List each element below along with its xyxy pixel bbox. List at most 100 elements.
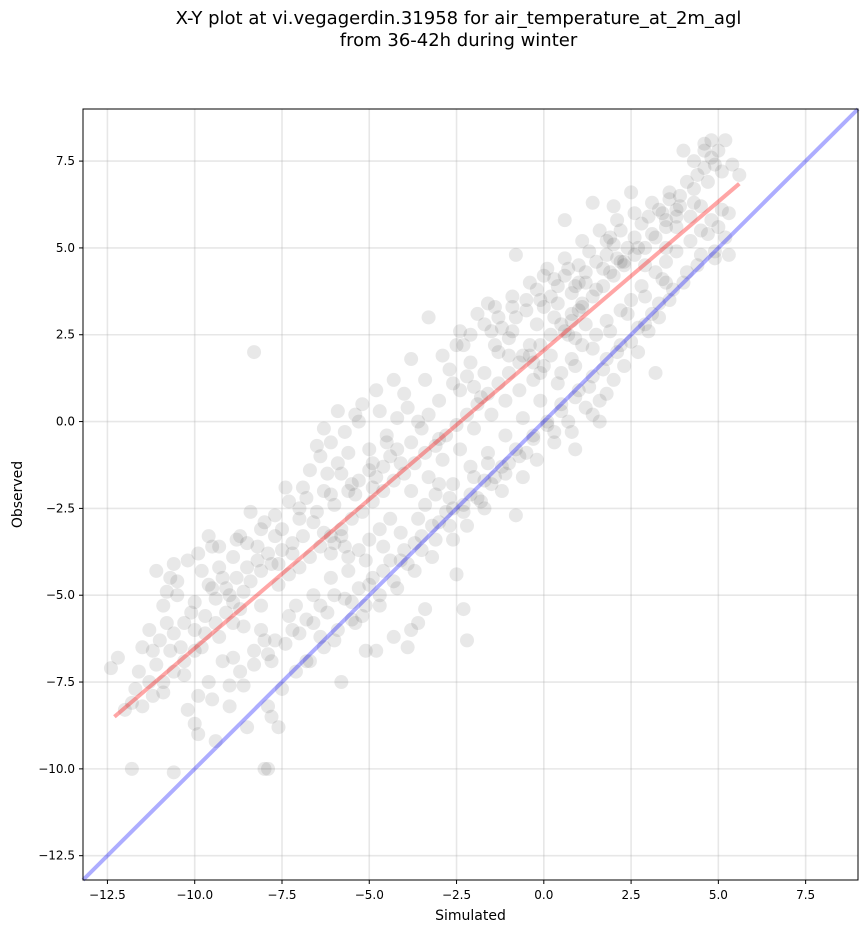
scatter-point	[658, 254, 673, 269]
scatter-point	[250, 539, 265, 554]
scatter-point	[271, 577, 286, 592]
scatter-point	[491, 376, 506, 391]
scatter-point	[707, 251, 722, 266]
scatter-point	[693, 199, 708, 214]
scatter-point	[578, 275, 593, 290]
scatter-point	[533, 338, 548, 353]
scatter-point	[627, 230, 642, 245]
scatter-point	[156, 675, 171, 690]
scatter-point	[351, 473, 366, 488]
scatter-point	[397, 543, 412, 558]
scatter-point	[606, 372, 621, 387]
scatter-point	[638, 289, 653, 304]
scatter-point	[428, 532, 443, 547]
scatter-point	[372, 522, 387, 537]
scatter-point	[390, 581, 405, 596]
scatter-point	[606, 237, 621, 252]
scatter-point	[208, 616, 223, 630]
scatter-point	[533, 393, 548, 408]
scatter-point	[264, 556, 279, 571]
scatter-point	[323, 487, 338, 502]
scatter-point	[215, 654, 230, 669]
regression-line	[113, 182, 741, 719]
scatter-point	[494, 459, 509, 474]
scatter-point	[404, 622, 419, 637]
y-tick-label: 7.5	[56, 154, 75, 168]
scatter-point	[425, 518, 440, 533]
identity-line	[81, 107, 860, 882]
scatter-point	[617, 254, 632, 269]
scatter-point	[135, 699, 150, 714]
scatter-point	[487, 299, 502, 314]
scatter-point	[460, 633, 475, 648]
scatter-point	[351, 581, 366, 596]
scatter-point	[620, 306, 635, 321]
scatter-point	[369, 643, 384, 658]
scatter-point	[512, 449, 527, 464]
scatter-point	[714, 164, 729, 179]
scatter-point	[236, 584, 251, 599]
scatter-point	[662, 192, 677, 207]
scatter-point	[386, 629, 401, 644]
scatter-point	[494, 320, 509, 335]
scatter-point	[393, 525, 408, 540]
scatter-point	[526, 372, 541, 387]
scatter-point	[547, 272, 562, 287]
scatter-point	[428, 438, 443, 453]
scatter-point	[330, 404, 345, 419]
scatter-point	[299, 654, 314, 669]
scatter-point	[690, 167, 705, 182]
scatter-point	[257, 761, 272, 776]
scatter-point	[515, 470, 530, 485]
scatter-point	[508, 442, 523, 457]
scatter-point	[254, 622, 269, 637]
x-tick-label: −10.0	[176, 888, 213, 902]
scatter-point	[313, 539, 328, 554]
scatter-point	[215, 570, 230, 585]
scatter-point	[131, 664, 146, 679]
scatter-point	[721, 247, 736, 262]
x-tick-label: 0.0	[534, 888, 553, 902]
scatter-point	[271, 556, 286, 571]
scatter-point	[669, 220, 684, 235]
y-tick-label: −10.0	[38, 762, 75, 776]
scatter-point	[487, 470, 502, 485]
scatter-point	[170, 574, 185, 589]
scatter-point	[145, 643, 160, 658]
scatter-point	[561, 414, 576, 429]
scatter-point	[571, 303, 586, 318]
scatter-point	[536, 359, 551, 373]
scatter-point	[407, 563, 422, 578]
scatter-point	[624, 334, 639, 349]
scatter-point	[599, 247, 614, 262]
scatter-point	[432, 477, 447, 492]
scatter-point	[589, 282, 604, 297]
scatter-point	[330, 622, 345, 637]
scatter-point	[418, 602, 433, 617]
scatter-point	[512, 383, 527, 398]
scatter-point	[540, 414, 555, 429]
scatter-point	[247, 657, 262, 672]
scatter-point	[718, 133, 733, 148]
scatter-point	[142, 622, 157, 637]
scatter-point	[355, 609, 370, 624]
x-axis: −12.5 −10.0 −7.5 −5.0 −2.5 0.0 2.5 5.0 7.5	[89, 880, 815, 902]
scatter-point	[533, 293, 548, 308]
scatter-point	[166, 765, 181, 780]
scatter-point	[271, 720, 286, 735]
scatter-point	[274, 522, 289, 537]
scatter-point	[261, 699, 276, 714]
scatter-point	[156, 598, 171, 613]
scatter-point	[582, 244, 597, 259]
scatter-point	[351, 543, 366, 558]
scatter-point	[460, 369, 475, 384]
scatter-point	[585, 195, 600, 210]
scatter-point	[505, 324, 520, 339]
scatter-point	[184, 605, 199, 620]
scatter-point	[400, 400, 415, 415]
scatter-point	[337, 539, 352, 554]
scatter-point	[575, 233, 590, 248]
scatter-point	[466, 379, 481, 394]
scatter-point	[634, 216, 649, 231]
scatter-point	[487, 338, 502, 353]
